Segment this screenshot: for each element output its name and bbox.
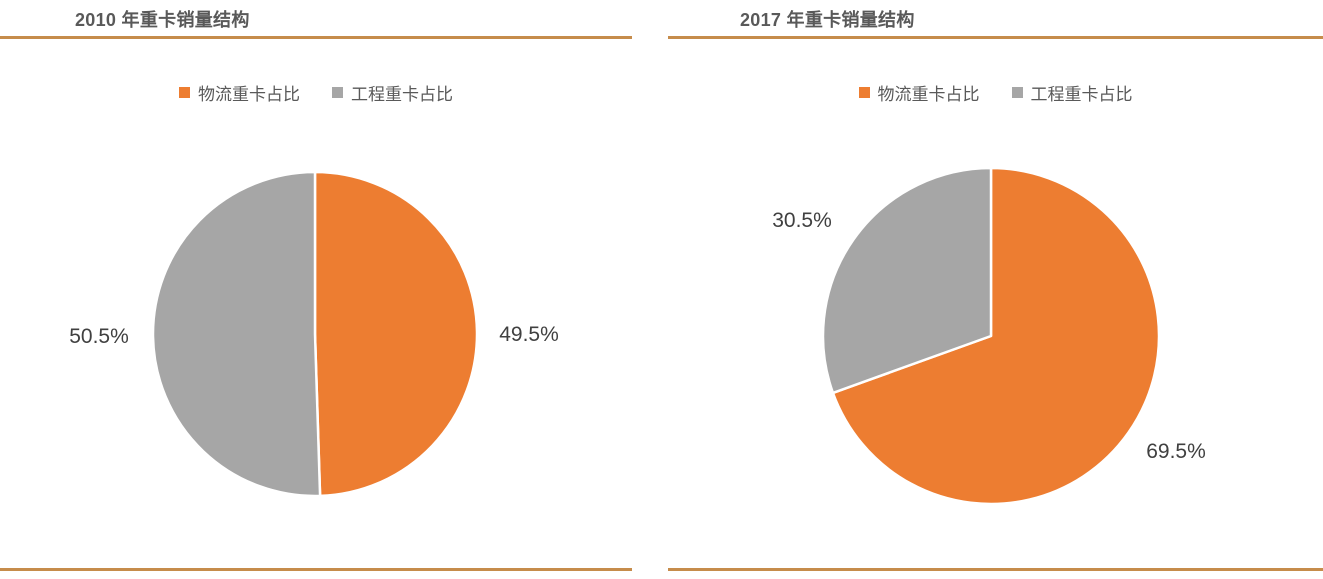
- chart-panel-2017: 2017 年重卡销量结构 物流重卡占比 工程重卡占比 30.5% 69.5%: [668, 0, 1323, 579]
- legend-label-logistics: 物流重卡占比: [198, 85, 300, 104]
- bottom-divider-left: [0, 568, 632, 571]
- legend-item-logistics: 物流重卡占比: [858, 80, 980, 105]
- legend-2017: 物流重卡占比 工程重卡占比: [668, 80, 1323, 105]
- legend-label-engineering: 工程重卡占比: [1030, 85, 1133, 104]
- legend-label-engineering: 工程重卡占比: [351, 85, 453, 104]
- chart-title-2017: 2017 年重卡销量结构: [740, 10, 915, 30]
- chart-title-2010: 2010 年重卡销量结构: [75, 10, 250, 30]
- pie-slice-物流重卡占比: [313, 170, 479, 498]
- legend-swatch-logistics: [179, 87, 190, 98]
- data-label-logistics-2017: 69.5%: [1146, 440, 1206, 463]
- legend-item-engineering: 工程重卡占比: [332, 80, 453, 105]
- legend-label-logistics: 物流重卡占比: [877, 85, 980, 104]
- pie-chart-2010: [151, 170, 479, 498]
- legend-item-engineering: 工程重卡占比: [1011, 80, 1133, 105]
- data-label-engineering-2010: 50.5%: [69, 325, 129, 348]
- legend-swatch-engineering: [1011, 87, 1023, 98]
- data-label-engineering-2017: 30.5%: [772, 209, 832, 232]
- pie-slice-工程重卡占比: [821, 166, 993, 395]
- pie-slice-工程重卡占比: [151, 170, 322, 498]
- chart-panel-2010: 2010 年重卡销量结构 物流重卡占比 工程重卡占比 50.5% 49.5%: [0, 0, 632, 579]
- data-label-logistics-2010: 49.5%: [499, 323, 559, 346]
- pie-chart-2017: [821, 166, 1161, 506]
- pie-slice-物流重卡占比: [831, 166, 1161, 506]
- bottom-divider-right: [668, 568, 1323, 571]
- legend-swatch-engineering: [332, 87, 343, 98]
- legend-swatch-logistics: [858, 87, 870, 98]
- top-divider-right: [668, 36, 1323, 39]
- legend-2010: 物流重卡占比 工程重卡占比: [0, 80, 632, 105]
- top-divider-left: [0, 36, 632, 39]
- legend-item-logistics: 物流重卡占比: [179, 80, 300, 105]
